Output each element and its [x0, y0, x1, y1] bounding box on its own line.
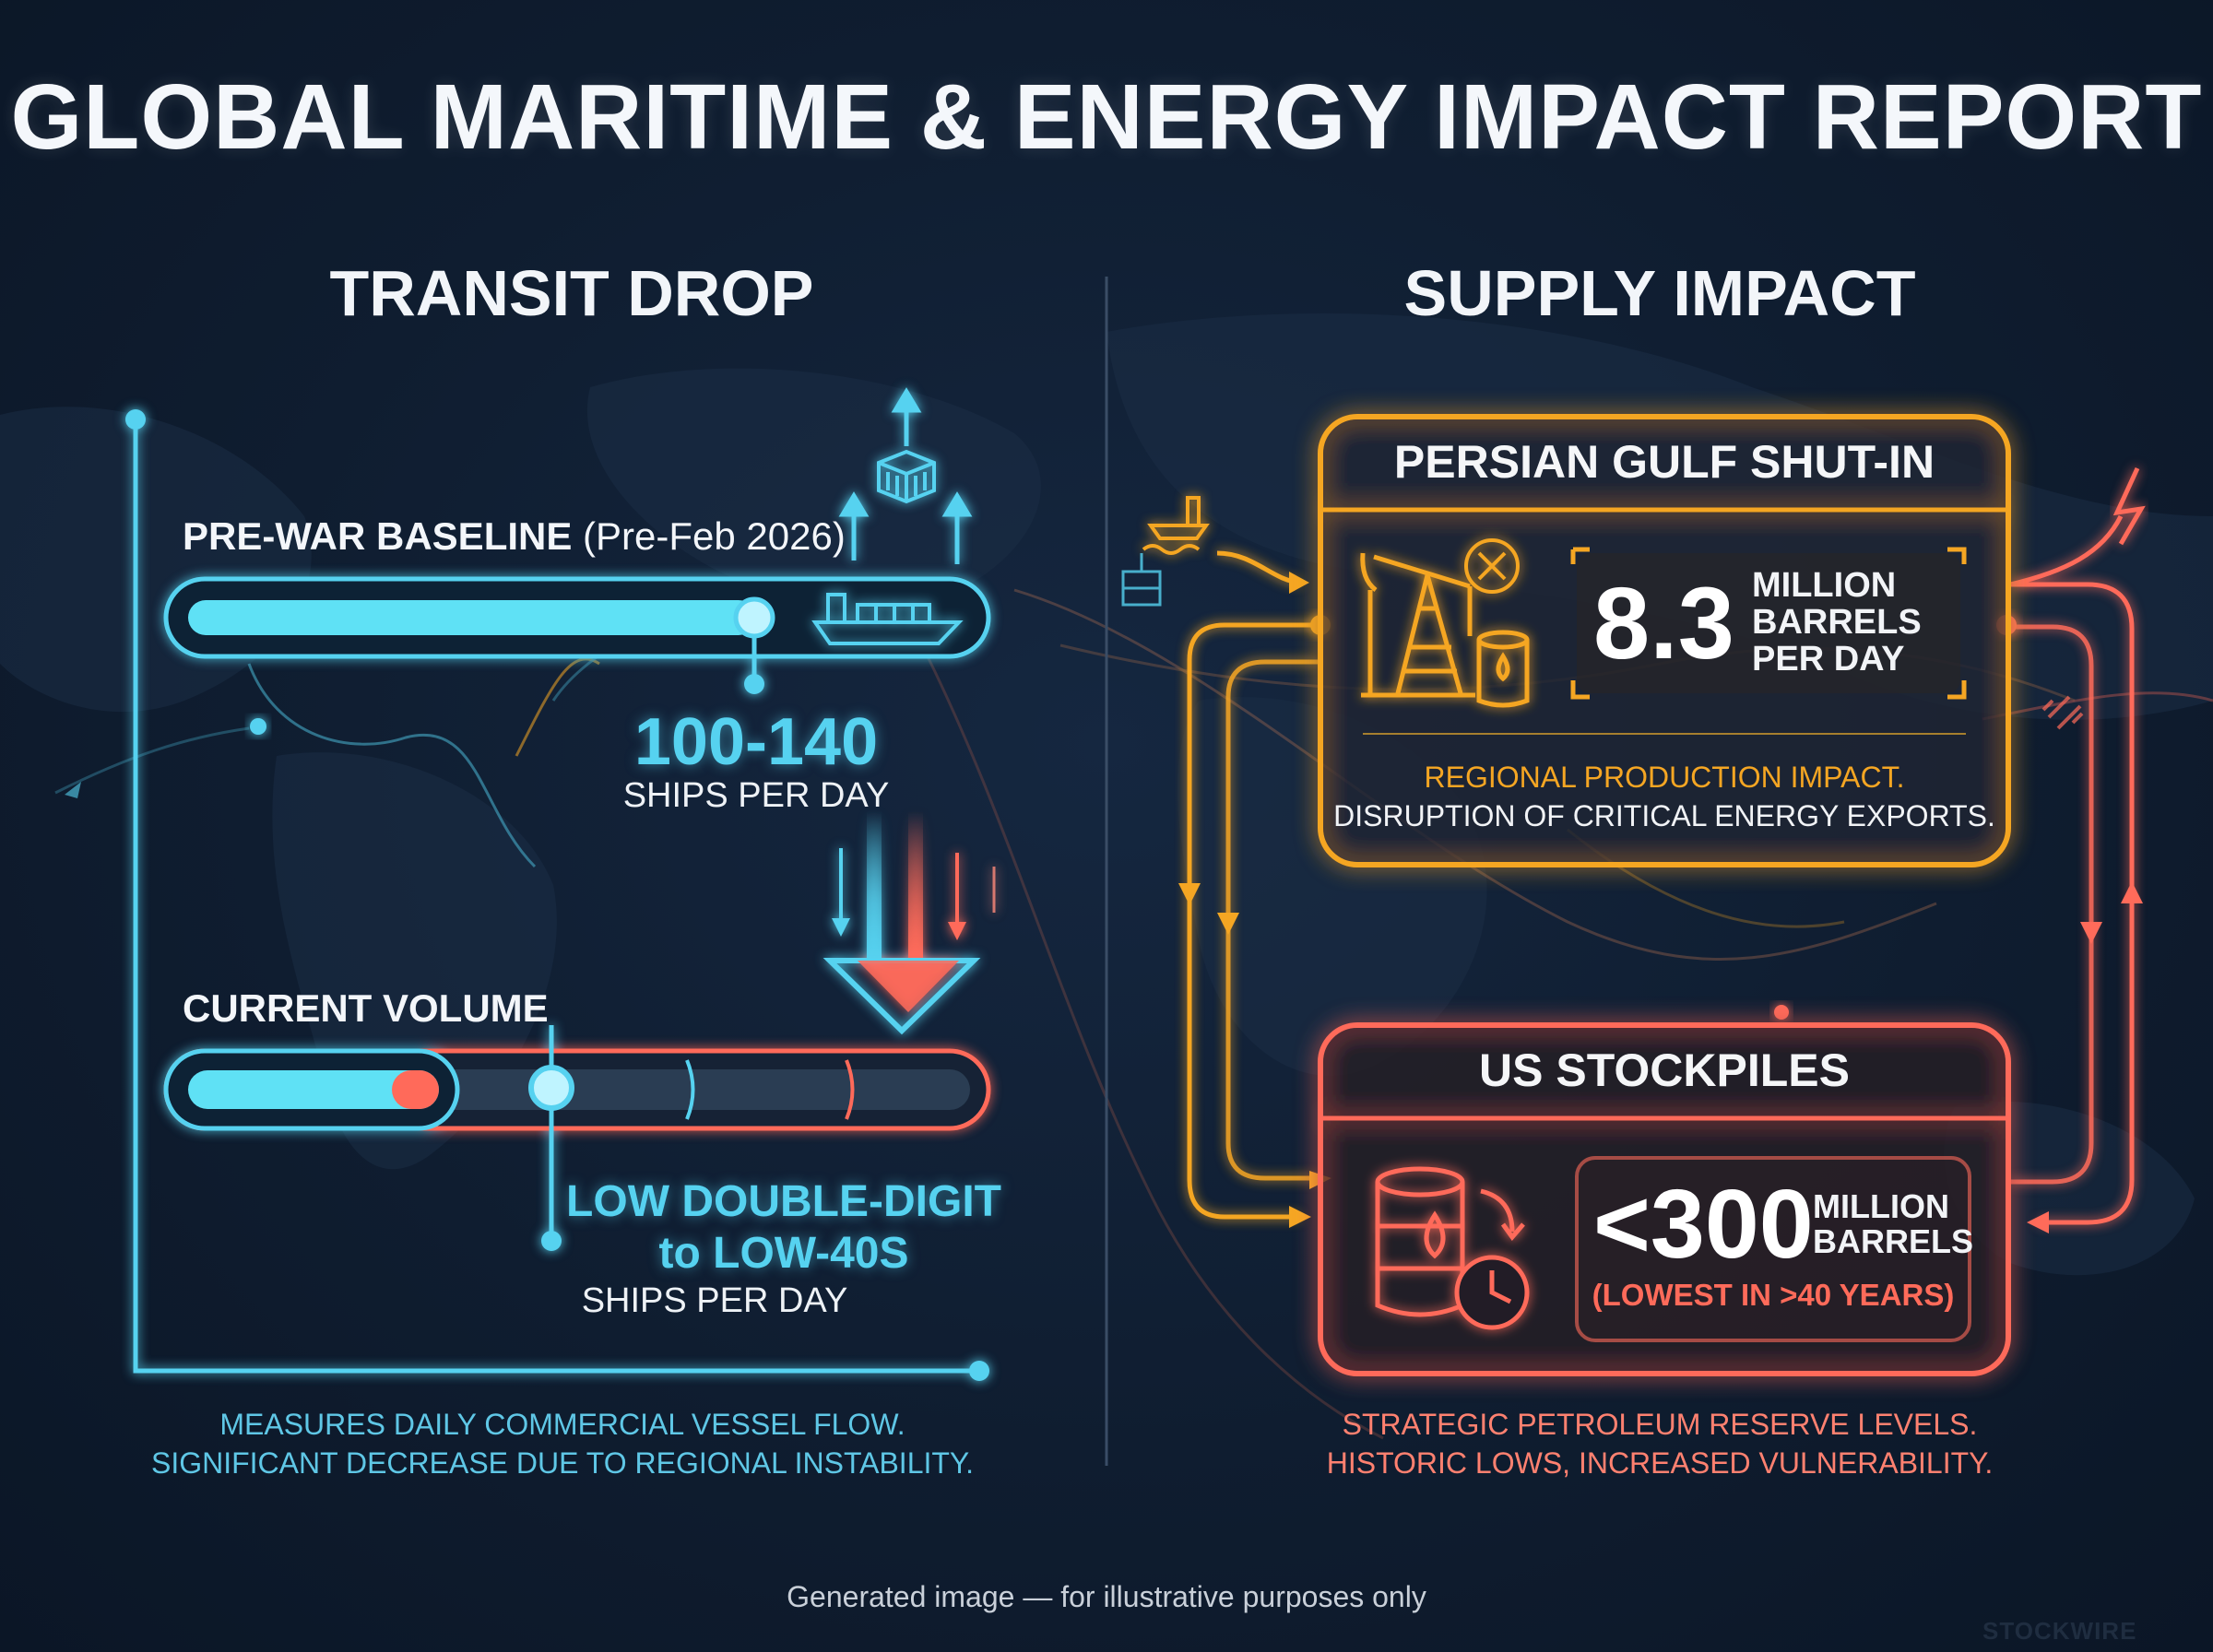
barrel-clock-icon [1375, 1166, 1530, 1330]
baseline-period: (Pre-Feb 2026) [583, 514, 846, 558]
current-value-line2: to LOW-40S [658, 1229, 909, 1278]
baseline-unit: SHIPS PER DAY [622, 776, 890, 815]
page-title: GLOBAL MARITIME & ENERGY IMPACT REPORT [10, 65, 2203, 169]
oil-pump-icon [1360, 552, 1475, 698]
supply-impact-heading: SUPPLY IMPACT [1403, 257, 1916, 329]
transit-caption-line2: SIGNIFICANT DECREASE DUE TO REGIONAL INS… [150, 1446, 975, 1480]
hanging-container-icon [1121, 553, 1162, 607]
down-arrow [822, 811, 996, 1035]
us-stockpiles-title: US STOCKPILES [1479, 1044, 1850, 1096]
us-stockpiles-unit: MILLION BARRELS [1813, 1189, 1973, 1259]
supply-caption: STRATEGIC PETROLEUM RESERVE LEVELS. HIST… [1254, 1405, 2065, 1482]
us-stockpiles-note: (LOWEST IN >40 YEARS) [1592, 1278, 1955, 1312]
transit-drop-heading: TRANSIT DROP [329, 257, 814, 329]
brand-watermark: STOCKWIRE [1982, 1617, 2137, 1645]
gulf-unit-line3: PER DAY [1752, 639, 1905, 678]
cargo-ship-icon [811, 593, 964, 645]
transit-caption-line1: MEASURES DAILY COMMERCIAL VESSEL FLOW. [219, 1408, 905, 1441]
ship-icon [1142, 496, 1210, 555]
current-volume-label: CURRENT VOLUME [183, 986, 549, 1030]
route-node [250, 718, 266, 735]
supply-caption-line2: HISTORIC LOWS, INCREASED VULNERABILITY. [1326, 1446, 1994, 1480]
current-value-line1: LOW DOUBLE-DIGIT [566, 1177, 1001, 1226]
us-unit-line2: BARRELS [1813, 1221, 1974, 1260]
gulf-unit-line2: BARRELS [1752, 602, 1922, 642]
supply-caption-line1: STRATEGIC PETROLEUM RESERVE LEVELS. [1342, 1408, 1978, 1441]
gulf-value-frame [1570, 547, 1967, 700]
baseline-bar [163, 576, 991, 694]
us-stockpiles-value: <300 [1593, 1170, 1814, 1279]
persian-gulf-value: 8.3 [1593, 567, 1734, 680]
persian-gulf-description: REGIONAL PRODUCTION IMPACT. DISRUPTION O… [1320, 758, 2008, 835]
us-unit-line1: MILLION [1813, 1187, 1949, 1225]
transit-axis [125, 409, 989, 1381]
footer-disclaimer: Generated image — for illustrative purpo… [787, 1580, 1426, 1613]
lightning-icon [2112, 466, 2146, 546]
baseline-label: PRE-WAR BASELINE (Pre-Feb 2026) [183, 514, 846, 559]
up-arrows [838, 387, 973, 564]
current-volume-bar [163, 1025, 991, 1251]
baseline-label-text: PRE-WAR BASELINE [183, 514, 573, 558]
transit-caption: MEASURES DAILY COMMERCIAL VESSEL FLOW. S… [74, 1405, 1051, 1482]
gulf-unit-line1: MILLION [1752, 566, 1897, 605]
broken-link-icon [2041, 695, 2084, 730]
gulf-desc-line1: REGIONAL PRODUCTION IMPACT. [1424, 761, 1905, 794]
oil-barrel-icon [1476, 630, 1530, 708]
gulf-desc-line2: DISRUPTION OF CRITICAL ENERGY EXPORTS. [1333, 799, 1995, 832]
persian-gulf-unit: MILLION BARRELS PER DAY [1752, 566, 1922, 678]
flow-connectors [1187, 514, 2135, 1225]
persian-gulf-title: PERSIAN GULF SHUT-IN [1393, 436, 1935, 488]
current-volume-value: LOW DOUBLE-DIGIT to LOW-40S [553, 1176, 1014, 1280]
cancel-icon [1464, 538, 1520, 594]
baseline-value: 100-140 [633, 705, 879, 779]
current-volume-unit: SHIPS PER DAY [581, 1281, 848, 1320]
container-icon [877, 449, 936, 504]
